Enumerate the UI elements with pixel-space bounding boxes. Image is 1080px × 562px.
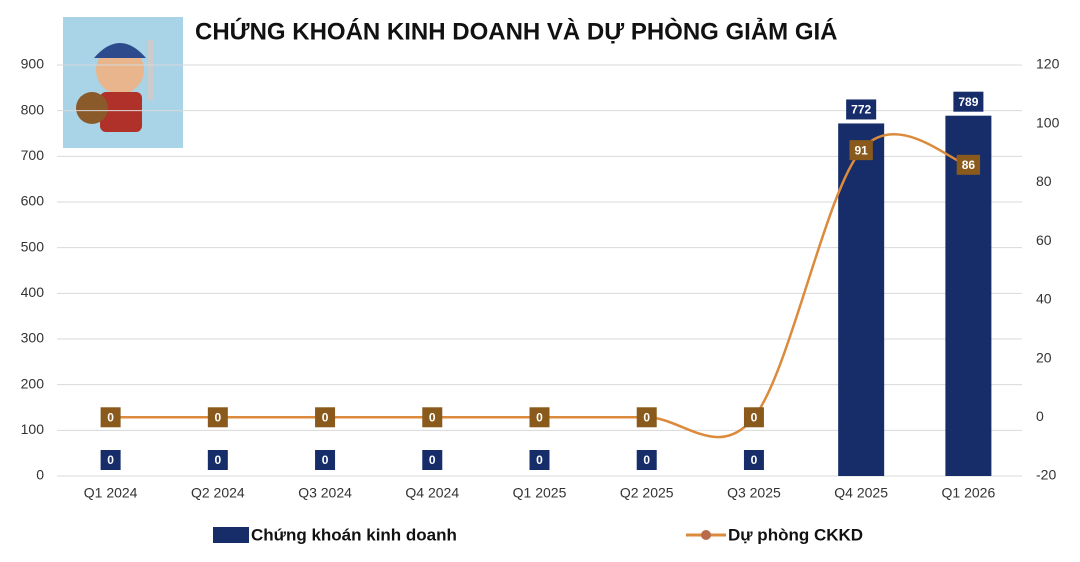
y-tick-label: 600 (21, 193, 45, 209)
data-label: 772 (851, 103, 871, 117)
data-label-box (422, 450, 443, 470)
y-tick-label: 200 (21, 375, 45, 391)
y-tick-label: 900 (21, 56, 45, 72)
mascot (63, 17, 183, 148)
y-tick-label: 400 (21, 284, 45, 300)
legend-swatch (701, 530, 711, 540)
x-tick-label: Q1 2025 (513, 485, 567, 501)
bar (838, 123, 885, 476)
data-label: 0 (429, 410, 436, 424)
x-tick-label: Q1 2026 (942, 485, 996, 501)
data-label: 0 (536, 410, 543, 424)
y-tick-label: 100 (21, 421, 45, 437)
data-label: 0 (536, 453, 543, 467)
y2-tick-label: 0 (1036, 408, 1044, 424)
y-tick-label: 500 (21, 238, 45, 254)
y2-tick-label: 20 (1036, 349, 1052, 365)
data-label-box (953, 91, 984, 112)
data-label-box (956, 154, 981, 175)
x-tick-label: Q2 2024 (191, 485, 245, 501)
data-label-box (315, 407, 336, 428)
bar (945, 115, 992, 476)
data-label-box (207, 407, 228, 428)
legend-label: Dự phòng CKKD (728, 525, 863, 544)
y-tick-label: 300 (21, 330, 45, 346)
data-label: 0 (643, 410, 650, 424)
data-label: 0 (322, 410, 329, 424)
legend-label: Chứng khoán kinh doanh (251, 525, 457, 544)
x-tick-label: Q3 2024 (298, 485, 352, 501)
data-label: 0 (107, 410, 114, 424)
data-label-box (849, 140, 873, 161)
data-label: 0 (322, 453, 329, 467)
data-label-box (207, 450, 228, 470)
y2-tick-label: 80 (1036, 173, 1052, 189)
data-label-box (846, 99, 877, 120)
data-label: 0 (751, 453, 758, 467)
data-label: 0 (429, 453, 436, 467)
data-label-box (100, 407, 121, 428)
data-label-box (100, 450, 121, 470)
data-label: 789 (958, 95, 978, 109)
legend-swatch (213, 527, 249, 543)
data-label: 0 (107, 453, 114, 467)
y2-tick-label: -20 (1036, 467, 1056, 483)
x-tick-label: Q4 2024 (405, 485, 459, 501)
y-tick-label: 700 (21, 147, 45, 163)
y2-tick-label: 120 (1036, 56, 1060, 72)
y2-tick-label: 40 (1036, 291, 1052, 307)
data-label-box (743, 450, 764, 470)
data-label-box (636, 450, 657, 470)
y2-tick-label: 100 (1036, 114, 1060, 130)
x-tick-label: Q1 2024 (84, 485, 138, 501)
data-label-box (743, 407, 764, 428)
line (110, 133, 969, 439)
data-label: 0 (751, 410, 758, 424)
data-label: 0 (643, 453, 650, 467)
chart-title: CHỨNG KHOÁN KINH DOANH VÀ DỰ PHÒNG GIẢM … (195, 16, 838, 45)
data-label: 0 (214, 410, 221, 424)
y2-tick-label: 60 (1036, 232, 1052, 248)
y-tick-label: 0 (36, 467, 44, 483)
data-label-box (422, 407, 443, 428)
data-label-box (636, 407, 657, 428)
data-label-box (529, 450, 550, 470)
x-tick-label: Q3 2025 (727, 485, 781, 501)
data-label: 86 (962, 158, 976, 172)
data-label-box (315, 450, 336, 470)
y-tick-label: 800 (21, 101, 45, 117)
x-tick-label: Q2 2025 (620, 485, 674, 501)
data-label: 91 (854, 143, 868, 157)
data-label-box (529, 407, 550, 428)
x-tick-label: Q4 2025 (834, 485, 888, 501)
data-label: 0 (214, 453, 221, 467)
